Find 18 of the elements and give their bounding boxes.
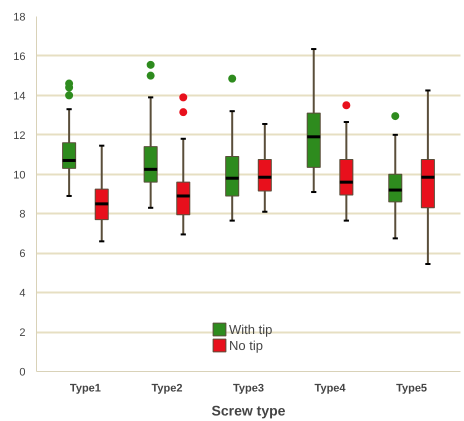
y-tick-label: 6 — [19, 248, 26, 260]
y-tick-label: 18 — [13, 12, 26, 24]
x-tick-label: Type1 — [70, 382, 101, 394]
y-tick-label: 14 — [13, 90, 26, 102]
legend-label: With tip — [229, 322, 272, 336]
x-tick-label: Type2 — [151, 382, 182, 394]
y-tick-label: 12 — [13, 130, 26, 142]
y-tick-label: 4 — [19, 288, 26, 300]
legend-label: No tip — [229, 338, 263, 352]
y-tick-label: 8 — [19, 208, 26, 221]
y-tick-label: 2 — [19, 327, 26, 340]
y-tick-label: 16 — [13, 50, 26, 63]
x-tick-label: Type4 — [314, 382, 346, 394]
y-tick-label: 10 — [13, 169, 26, 182]
y-tick-label: 0 — [19, 366, 26, 378]
x-axis-title: Screw type — [212, 402, 286, 418]
x-tick-label: Type5 — [396, 382, 428, 394]
x-tick-label: Type3 — [233, 382, 264, 394]
